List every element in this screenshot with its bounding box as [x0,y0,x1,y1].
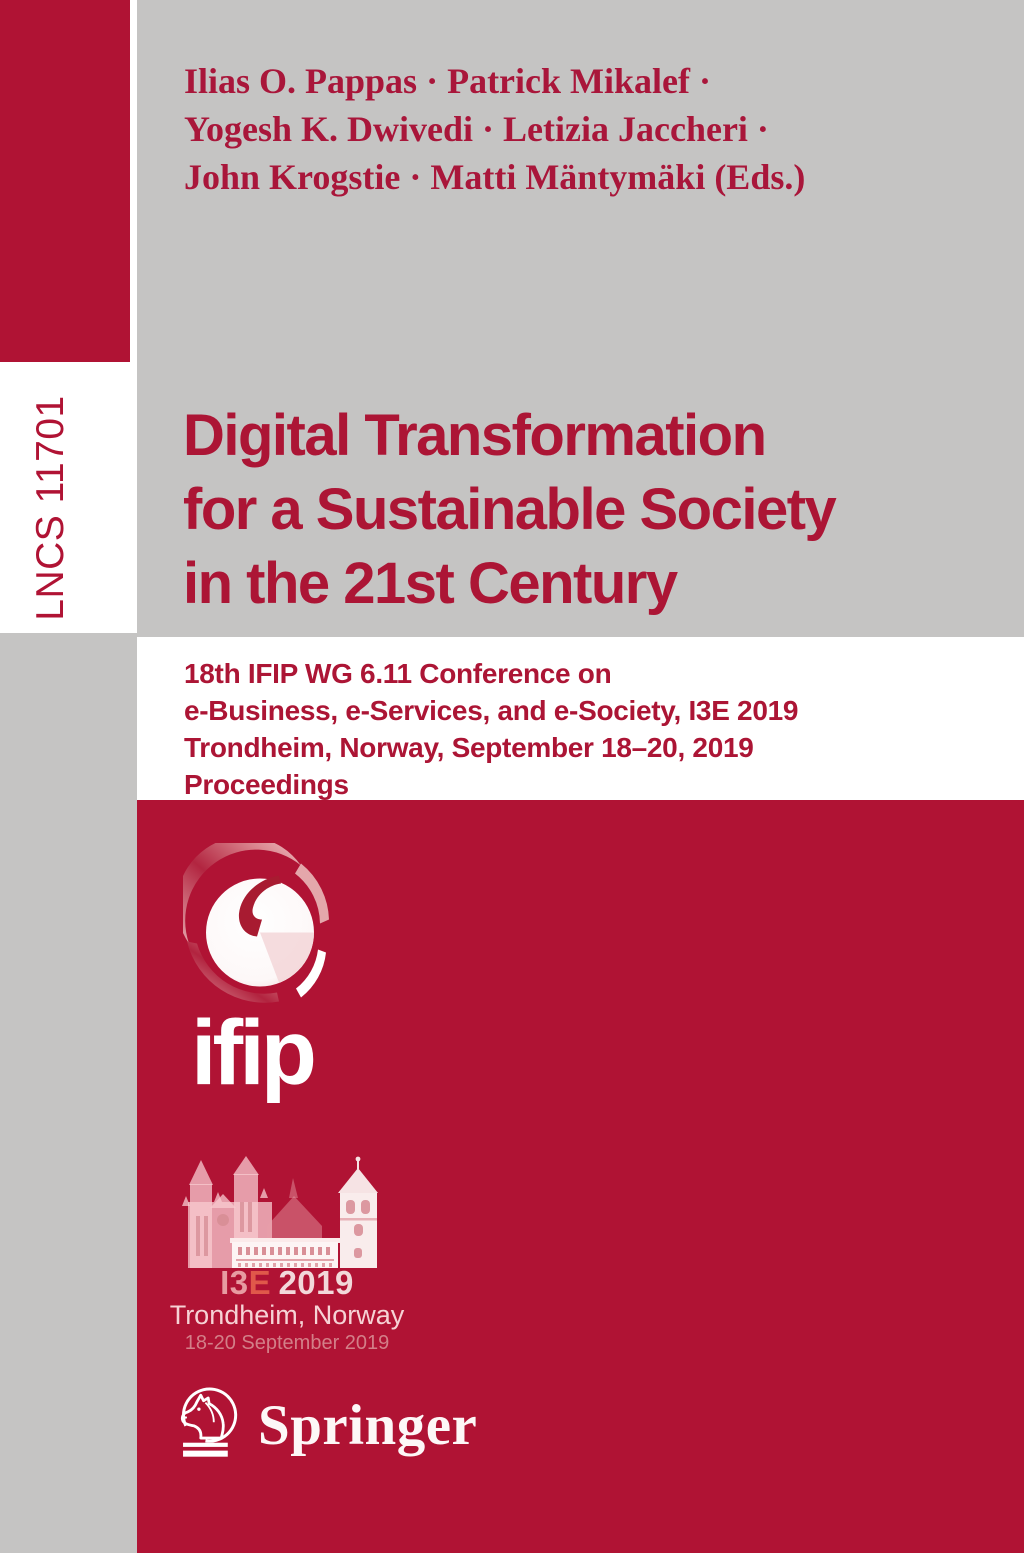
conference-code-year: 2019 [278,1264,354,1301]
publisher-name: Springer [258,1394,478,1457]
editors-line: Ilias O. Pappas · Patrick Mikalef · [184,61,712,101]
conference-code: I3E 2019 [163,1266,411,1300]
left-red-block [0,0,130,362]
subtitle-line: Trondheim, Norway, September 18–20, 2019 [184,732,754,763]
left-gray-block [0,633,137,1553]
subtitle-line: 18th IFIP WG 6.11 Conference on [184,658,612,689]
conference-location: Trondheim, Norway [169,1300,405,1330]
series-number-label: LNCS 11701 [29,395,72,621]
subtitle-line: e-Business, e-Services, and e-Society, I… [184,695,799,726]
spine-column: LNCS 11701 [0,0,137,1553]
title-line: Digital Transformation [183,403,767,468]
book-title: Digital Transformation for a Sustainable… [183,399,1013,621]
editors-line: Yogesh K. Dwivedi · Letizia Jaccheri · [184,109,769,149]
subtitle-band [137,637,1024,800]
title-line: for a Sustainable Society [183,477,837,542]
title-line: in the 21st Century [183,551,678,616]
editors-line: John Krogstie · Matti Mäntymäki (Eds.) [184,157,806,197]
springer-horse-icon [180,1387,238,1457]
conference-dates: 18-20 September 2019 [184,1332,390,1354]
conference-code-highlight: E [248,1264,272,1301]
trondheim-skyline-icon [182,1156,378,1268]
ifip-wordmark: ifip [191,1002,317,1104]
conference-code-prefix: I3 [220,1264,249,1301]
subtitle-line: Proceedings [184,769,349,800]
subtitle-block: 18th IFIP WG 6.11 Conference on e-Busine… [184,655,1004,803]
ifip-globe-icon [183,843,329,1003]
editors-block: Ilias O. Pappas · Patrick Mikalef · Yoge… [184,57,984,201]
top-gray-panel [137,0,1024,637]
conference-logo: I3E 2019 Trondheim, Norway 18-20 Septembe… [163,1156,411,1355]
